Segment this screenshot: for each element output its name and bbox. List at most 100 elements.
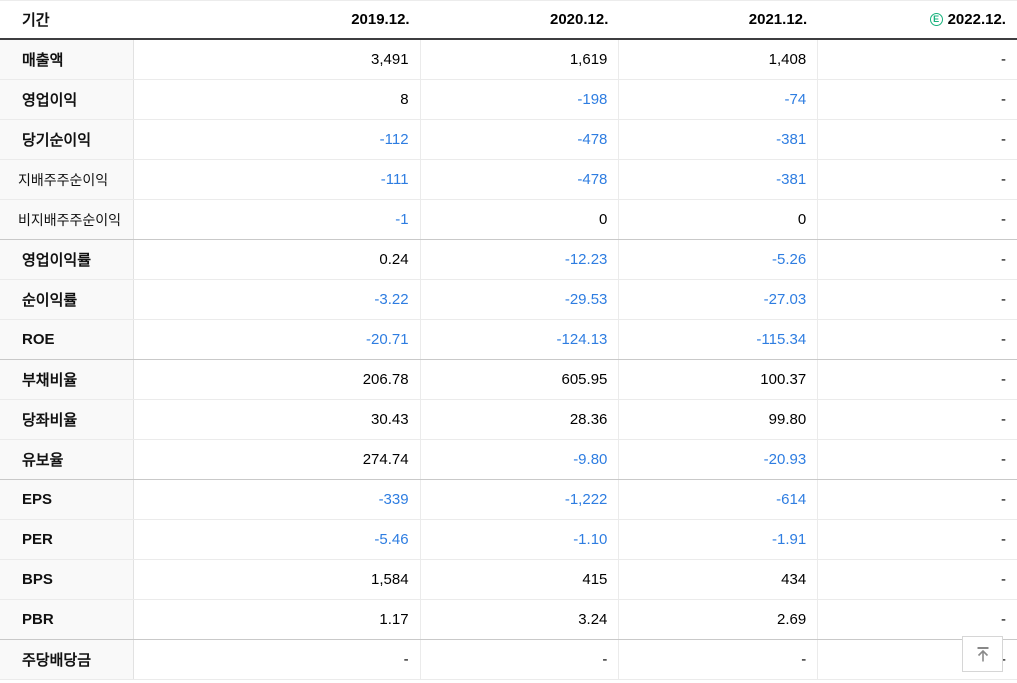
value-cell: -29.53: [420, 280, 620, 319]
year-column-header: E 2022.12.: [818, 1, 1017, 38]
year-column-header: 2019.12.: [134, 1, 421, 38]
value-cell: -1,222: [420, 480, 620, 519]
value-cell: 0: [420, 200, 620, 239]
value-cell: -124.13: [420, 320, 620, 359]
row-label: EPS: [0, 480, 134, 519]
value-cell: 415: [420, 560, 620, 599]
value-cell: 206.78: [133, 360, 421, 399]
value-cell: 28.36: [420, 400, 620, 439]
value-cell: 0.24: [133, 240, 421, 279]
value-cell: -339: [133, 480, 421, 519]
row-label: 유보율: [0, 440, 134, 479]
row-label: 순이익률: [0, 280, 134, 319]
table-row: 유보율 274.74 -9.80 -20.93-: [0, 440, 1017, 480]
value-cell: 1,619: [420, 40, 620, 79]
row-label: 지배주주순이익: [0, 160, 134, 199]
value-cell: -: [818, 120, 1017, 159]
value-cell: -27.03: [619, 280, 819, 319]
value-cell: -3.22: [133, 280, 421, 319]
value-cell: -: [818, 560, 1017, 599]
table-row: 순이익률 -3.22 -29.53 -27.03-: [0, 280, 1017, 320]
value-cell: -: [818, 280, 1017, 319]
row-label: 당좌비율: [0, 400, 134, 439]
value-cell: 274.74: [133, 440, 421, 479]
value-cell: 1.17: [133, 600, 421, 639]
table-row: PER -5.46 -1.10 -1.91-: [0, 520, 1017, 560]
year-column-header: 2020.12.: [421, 1, 620, 38]
value-cell: -: [818, 80, 1017, 119]
value-cell: -: [818, 320, 1017, 359]
year-column-label: 2019.12.: [351, 11, 410, 28]
value-cell: -: [133, 640, 421, 679]
value-cell: -: [818, 400, 1017, 439]
value-cell: -: [619, 640, 819, 679]
value-cell: -: [818, 440, 1017, 479]
row-label: 주당배당금: [0, 640, 134, 679]
value-cell: -: [818, 520, 1017, 559]
value-cell: -478: [420, 160, 620, 199]
value-cell: -1.10: [420, 520, 620, 559]
table-row: 당좌비율 30.43 28.36 99.80-: [0, 400, 1017, 440]
value-cell: 3.24: [420, 600, 620, 639]
row-label: PBR: [0, 600, 134, 639]
year-column-header: 2021.12.: [619, 1, 818, 38]
year-column-label: 2021.12.: [748, 11, 808, 28]
value-cell: -: [818, 240, 1017, 279]
year-column-label: 2022.12.: [947, 11, 1006, 28]
row-label: 비지배주주순이익: [0, 200, 134, 239]
value-cell: -381: [619, 160, 819, 199]
estimate-icon: E: [929, 13, 943, 26]
value-cell: -111: [133, 160, 421, 199]
table-row: 영업이익률 0.24 -12.23 -5.26-: [0, 240, 1017, 280]
value-cell: -: [818, 480, 1017, 519]
value-cell: -112: [133, 120, 421, 159]
value-cell: 8: [133, 80, 421, 119]
value-cell: -5.46: [133, 520, 421, 559]
value-cell: -: [818, 360, 1017, 399]
value-cell: -5.26: [619, 240, 819, 279]
row-label: 영업이익률: [0, 240, 134, 279]
arrow-up-to-top-icon: [973, 644, 993, 664]
value-cell: -381: [619, 120, 819, 159]
scroll-to-top-button[interactable]: [962, 636, 1003, 672]
row-label: 영업이익: [0, 80, 134, 119]
row-label: PER: [0, 520, 134, 559]
value-cell: 100.37: [619, 360, 819, 399]
value-cell: -198: [420, 80, 620, 119]
row-label: 부채비율: [0, 360, 134, 399]
table-row: 당기순이익 -112 -478 -381-: [0, 120, 1017, 160]
table-row: BPS 1,584 415 434-: [0, 560, 1017, 600]
value-cell: -: [420, 640, 620, 679]
value-cell: 605.95: [420, 360, 620, 399]
table-row: 지배주주순이익 -111 -478 -381-: [0, 160, 1017, 200]
table-row: 주당배당금 - - - -: [0, 640, 1017, 680]
value-cell: -20.93: [619, 440, 819, 479]
row-label: 당기순이익: [0, 120, 134, 159]
table-row: PBR 1.17 3.24 2.69-: [0, 600, 1017, 640]
value-cell: -614: [619, 480, 819, 519]
value-cell: -: [818, 200, 1017, 239]
value-cell: -: [818, 40, 1017, 79]
value-cell: -478: [420, 120, 620, 159]
table-row: 영업이익 8 -198 -74-: [0, 80, 1017, 120]
row-label: BPS: [0, 560, 134, 599]
value-cell: 30.43: [133, 400, 421, 439]
value-cell: -12.23: [420, 240, 620, 279]
value-cell: -1: [133, 200, 421, 239]
table-row: EPS -339 -1,222 -614-: [0, 480, 1017, 520]
row-label: 매출액: [0, 40, 134, 79]
table-row: 부채비율 206.78 605.95 100.37-: [0, 360, 1017, 400]
value-cell: -1.91: [619, 520, 819, 559]
row-label: ROE: [0, 320, 134, 359]
value-cell: -74: [619, 80, 819, 119]
table-row: 매출액 3,491 1,619 1,408-: [0, 40, 1017, 80]
value-cell: 434: [619, 560, 819, 599]
value-cell: 1,584: [133, 560, 421, 599]
table-header-row: 기간 2019.12. 2020.12. 2021.12. E 2022.12.: [0, 0, 1017, 40]
value-cell: -: [818, 160, 1017, 199]
value-cell: -115.34: [619, 320, 819, 359]
value-cell: 1,408: [619, 40, 819, 79]
table-body: 매출액 3,491 1,619 1,408- 영업이익 8 -198 -74- 당기순이익 -11…: [0, 40, 1017, 680]
value-cell: 0: [619, 200, 819, 239]
